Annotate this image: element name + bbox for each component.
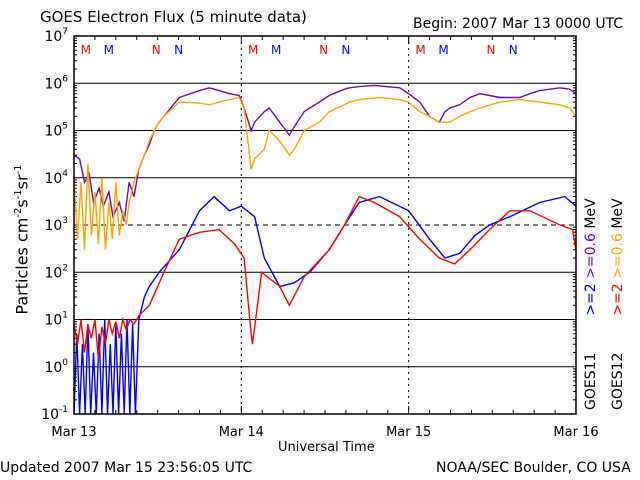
x-axis-label: Universal Time bbox=[278, 440, 375, 455]
ylabel-sup: -2 bbox=[13, 207, 25, 218]
annotation-label: N bbox=[319, 43, 328, 57]
ylabel-sup: -1 bbox=[13, 164, 25, 175]
annotation-label: M bbox=[271, 43, 281, 57]
y-tick-label: 103 bbox=[44, 216, 68, 234]
legend: GOES11 >=2 >=0.6 MeV bbox=[583, 160, 605, 420]
y-tick-label: 10-1 bbox=[41, 405, 68, 423]
x-tick-label: Mar 16 bbox=[553, 425, 598, 440]
x-tick-label: Mar 13 bbox=[51, 425, 96, 440]
plot-frame bbox=[73, 35, 577, 415]
annotation-label: N bbox=[174, 43, 183, 57]
legend: GOES12 >=2 >=0.6 MeV bbox=[610, 160, 632, 420]
series-line bbox=[73, 84, 577, 222]
legend-unit: MeV bbox=[610, 198, 626, 229]
x-tick-label: Mar 14 bbox=[219, 425, 264, 440]
begin-label: Begin: 2007 Mar 13 0000 UTC bbox=[413, 16, 624, 32]
annotation-label: N bbox=[486, 43, 495, 57]
annotation-label: N bbox=[152, 43, 161, 57]
y-tick-label: 102 bbox=[44, 263, 68, 281]
y-tick-label: 107 bbox=[44, 27, 68, 45]
legend-goes12-ge06: >=0.6 bbox=[610, 233, 626, 279]
y-axis-label: Particles cm-2s-1sr-1 bbox=[13, 140, 32, 340]
annotation-label: M bbox=[81, 43, 91, 57]
series-line bbox=[73, 195, 577, 359]
ylabel-text: Particles cm bbox=[12, 217, 32, 315]
legend-goes11-ge06: >=0.6 bbox=[583, 233, 599, 279]
ylabel-sup: -1 bbox=[13, 189, 25, 200]
legend-goes11-ge2: >=2 bbox=[583, 283, 599, 316]
annotation-label: N bbox=[509, 43, 518, 57]
y-tick-label: 104 bbox=[44, 169, 68, 187]
series-line bbox=[73, 96, 577, 250]
legend-goes12-ge2: >=2 bbox=[610, 283, 626, 316]
legend-goes11: GOES11 bbox=[583, 352, 599, 410]
ylabel-text: s bbox=[12, 199, 32, 208]
legend-goes12: GOES12 bbox=[610, 352, 626, 410]
ylabel-text: sr bbox=[12, 174, 32, 190]
legend-unit: MeV bbox=[583, 198, 599, 229]
annotation-label: N bbox=[341, 43, 350, 57]
annotation-label: M bbox=[438, 43, 448, 57]
series-line bbox=[73, 195, 577, 415]
annotation-label: M bbox=[248, 43, 258, 57]
updated-timestamp: Updated 2007 Mar 15 23:56:05 UTC bbox=[0, 460, 253, 476]
y-tick-label: 105 bbox=[44, 122, 68, 140]
y-tick-label: 100 bbox=[44, 358, 68, 376]
annotation-label: M bbox=[415, 43, 425, 57]
y-tick-label: 106 bbox=[44, 74, 68, 92]
chart-title: GOES Electron Flux (5 minute data) bbox=[40, 8, 307, 26]
x-tick-label: Mar 15 bbox=[386, 425, 431, 440]
y-tick-label: 101 bbox=[44, 311, 68, 329]
credit-label: NOAA/SEC Boulder, CO USA bbox=[436, 460, 631, 476]
annotation-label: M bbox=[104, 43, 114, 57]
